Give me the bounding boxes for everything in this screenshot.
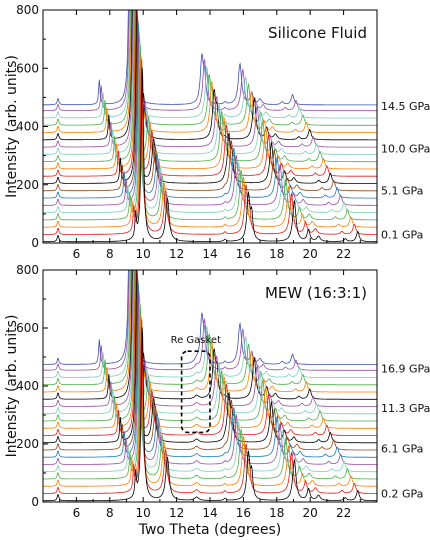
series-line	[43, 319, 377, 494]
series-line	[43, 315, 377, 487]
series-line	[43, 10, 377, 126]
x-tick-label: 10	[136, 247, 151, 261]
series-line	[43, 270, 377, 378]
series-line	[43, 304, 377, 480]
pressure-label: 11.3 GPa	[381, 402, 430, 415]
y-tick-label: 600	[16, 321, 39, 335]
pressure-label: 16.9 GPa	[381, 363, 430, 376]
annotation-box	[180, 350, 211, 434]
series-line	[43, 10, 377, 155]
series-line	[43, 270, 377, 386]
pressure-label: 5.1 GPa	[381, 185, 423, 198]
series-line	[43, 59, 377, 235]
series-line	[43, 10, 377, 163]
pressure-label: 0.1 GPa	[381, 228, 423, 241]
x-tick-label: 8	[106, 506, 114, 520]
x-tick-label: 18	[269, 506, 284, 520]
series-line	[43, 10, 377, 184]
series-line	[43, 10, 377, 148]
y-tick-label: 400	[16, 120, 39, 134]
series-line	[43, 39, 377, 213]
series-line	[43, 10, 377, 133]
traces	[43, 270, 377, 502]
series-line	[43, 31, 377, 206]
plot-frame	[42, 269, 378, 503]
series-line	[43, 10, 377, 112]
x-tick-label: 22	[336, 506, 351, 520]
y-tick-label: 800	[16, 263, 39, 277]
x-tick-label: 22	[336, 247, 351, 261]
panel-2: 6 8 10 12 14 16 18 20 22 0 200 400 600 800 Intensity (…	[4, 263, 430, 538]
x-tick-label: 12	[169, 506, 184, 520]
series-line	[43, 270, 377, 429]
panel-1: 6 8 10 12 14 16 18 20 22 0 200 400 600 800 Intensity (…	[4, 3, 430, 261]
pressure-label: 6.1 GPa	[381, 442, 423, 455]
series-line	[43, 270, 377, 444]
x-tick-label: 10	[136, 506, 151, 520]
y-tick-label: 800	[16, 3, 39, 17]
y-tick-label: 200	[16, 437, 39, 451]
y-axis-label: Intensity (arb. units)	[4, 315, 20, 458]
y-tick-label: 0	[31, 236, 39, 250]
x-tick-label: 16	[236, 247, 251, 261]
x-tick-label: 14	[202, 506, 217, 520]
x-tick-label: 18	[269, 247, 284, 261]
series-line	[43, 270, 377, 436]
y-tick-label: 0	[31, 495, 39, 509]
series-line	[43, 291, 377, 465]
annotation-label: Re Gasket	[171, 335, 222, 346]
x-tick-label: 20	[303, 506, 318, 520]
series-line	[43, 67, 377, 243]
series-line	[43, 44, 377, 221]
series-line	[43, 55, 377, 228]
x-tick-label: 8	[106, 247, 114, 261]
plot-frame	[42, 9, 378, 244]
pressure-label: 10.0 GPa	[381, 142, 430, 155]
x-tick-label: 16	[236, 506, 251, 520]
y-tick-label: 600	[16, 61, 39, 75]
series-line	[43, 10, 377, 119]
series-line	[43, 270, 377, 393]
series-line	[43, 10, 377, 170]
y-tick-label: 200	[16, 178, 39, 192]
chart-title: MEW (16:3:1)	[265, 284, 367, 302]
series-line	[43, 282, 377, 458]
x-tick-label: 6	[73, 506, 81, 520]
series-line	[43, 19, 377, 192]
traces	[43, 10, 377, 243]
y-tick-label: 400	[16, 379, 39, 393]
x-tick-label: 14	[202, 247, 217, 261]
series-line	[43, 327, 377, 502]
series-line	[43, 279, 377, 451]
x-tick-label: 12	[169, 247, 184, 261]
x-axis-label: Two Theta (degrees)	[138, 522, 282, 538]
x-tick-label: 20	[303, 247, 318, 261]
series-line	[43, 22, 377, 199]
series-line	[43, 10, 377, 141]
chart-title: Silicone Fluid	[268, 24, 367, 42]
series-line	[43, 299, 377, 473]
y-axis-label: Intensity (arb. units)	[4, 55, 20, 198]
pressure-label: 0.2 GPa	[381, 487, 423, 500]
x-tick-label: 6	[73, 247, 81, 261]
series-line	[43, 10, 377, 177]
pressure-label: 14.5 GPa	[381, 100, 430, 113]
